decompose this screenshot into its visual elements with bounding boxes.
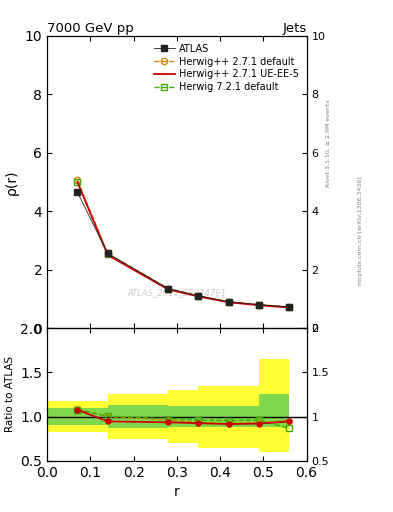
Text: Jets: Jets: [282, 22, 307, 35]
Herwig++ 2.7.1 default: [287, 304, 292, 310]
Line: Herwig++ 2.7.1 UE-EE-5: Herwig++ 2.7.1 UE-EE-5: [77, 182, 289, 308]
Herwig++ 2.7.1 UE-EE-5: [226, 299, 231, 305]
Line: Herwig 7.2.1 default: Herwig 7.2.1 default: [74, 179, 292, 310]
Text: ATLAS_2011_S8924791: ATLAS_2011_S8924791: [127, 288, 226, 297]
Herwig 7.2.1 default: [75, 179, 80, 185]
Text: mcplots.cern.ch [arXiv:1306.3436]: mcplots.cern.ch [arXiv:1306.3436]: [358, 176, 363, 285]
Herwig 7.2.1 default: [287, 304, 292, 310]
Herwig++ 2.7.1 UE-EE-5: [196, 293, 201, 300]
X-axis label: r: r: [174, 485, 180, 499]
Herwig 7.2.1 default: [257, 302, 261, 308]
Herwig++ 2.7.1 UE-EE-5: [75, 179, 80, 185]
Line: ATLAS: ATLAS: [74, 189, 292, 310]
Herwig 7.2.1 default: [105, 251, 110, 258]
Herwig++ 2.7.1 default: [257, 302, 261, 308]
Herwig 7.2.1 default: [226, 299, 231, 305]
ATLAS: [226, 298, 231, 305]
Line: Herwig++ 2.7.1 default: Herwig++ 2.7.1 default: [74, 177, 292, 310]
Herwig++ 2.7.1 UE-EE-5: [287, 305, 292, 311]
Herwig++ 2.7.1 default: [166, 286, 171, 292]
Text: Rivet 3.1.10, ≥ 2.9M events: Rivet 3.1.10, ≥ 2.9M events: [326, 99, 331, 187]
Y-axis label: ρ(r): ρ(r): [5, 169, 19, 195]
Herwig++ 2.7.1 UE-EE-5: [166, 286, 171, 292]
Herwig++ 2.7.1 UE-EE-5: [257, 302, 261, 308]
Herwig 7.2.1 default: [166, 286, 171, 292]
Legend: ATLAS, Herwig++ 2.7.1 default, Herwig++ 2.7.1 UE-EE-5, Herwig 7.2.1 default: ATLAS, Herwig++ 2.7.1 default, Herwig++ …: [151, 40, 302, 95]
Text: 7000 GeV pp: 7000 GeV pp: [47, 22, 134, 35]
ATLAS: [75, 189, 80, 195]
Herwig++ 2.7.1 UE-EE-5: [105, 252, 110, 258]
Herwig++ 2.7.1 default: [196, 293, 201, 299]
ATLAS: [166, 286, 171, 292]
Y-axis label: Ratio to ATLAS: Ratio to ATLAS: [5, 356, 15, 433]
Herwig++ 2.7.1 default: [105, 250, 110, 257]
ATLAS: [105, 250, 110, 257]
Herwig 7.2.1 default: [196, 293, 201, 299]
ATLAS: [196, 293, 201, 299]
Herwig++ 2.7.1 default: [75, 177, 80, 183]
ATLAS: [287, 304, 292, 310]
Herwig++ 2.7.1 default: [226, 298, 231, 305]
ATLAS: [257, 302, 261, 308]
